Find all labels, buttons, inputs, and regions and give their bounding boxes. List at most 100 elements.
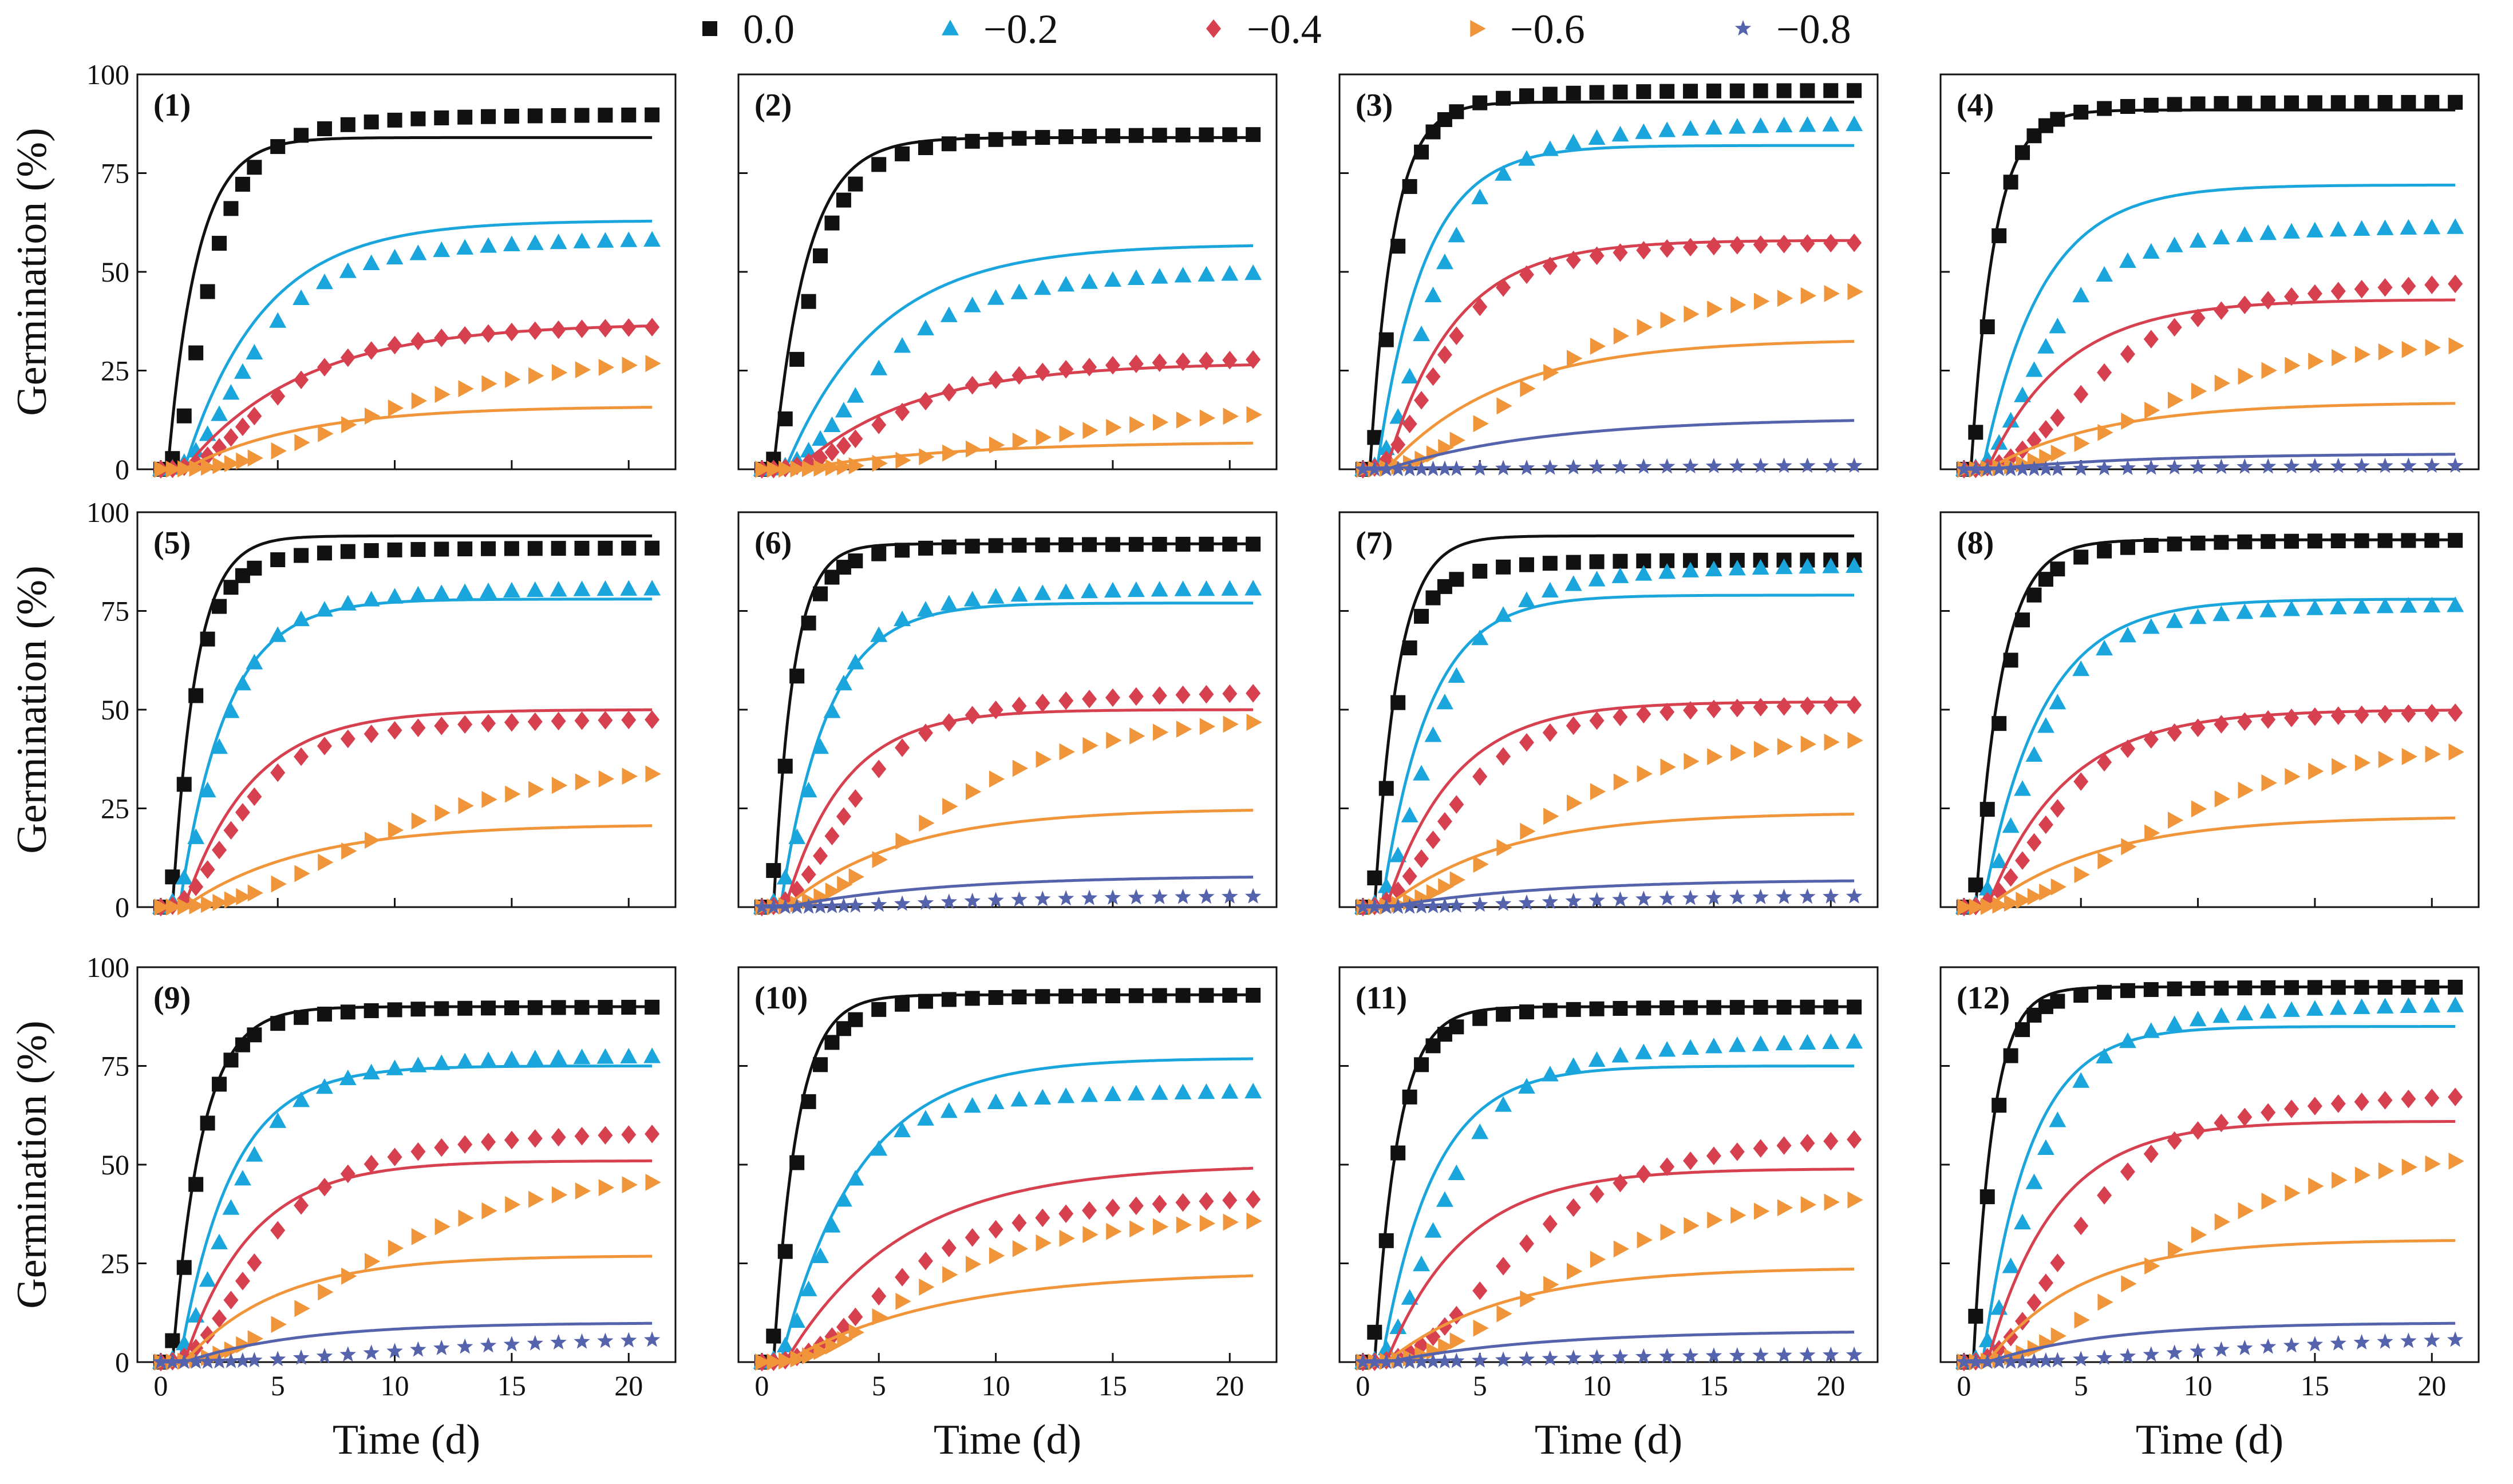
data-point xyxy=(2424,457,2440,473)
data-point xyxy=(621,999,637,1015)
data-point xyxy=(2448,533,2463,548)
data-point xyxy=(1613,1240,1630,1258)
data-point xyxy=(2330,457,2346,473)
data-point xyxy=(1473,415,1489,433)
data-point xyxy=(1152,723,1169,741)
data-point xyxy=(2120,1162,2135,1181)
data-point xyxy=(2237,980,2253,996)
data-point xyxy=(1104,271,1121,287)
data-point xyxy=(2002,817,2020,833)
data-point xyxy=(271,442,287,460)
data-point xyxy=(2353,597,2370,614)
data-point xyxy=(1426,884,1443,901)
fit-line xyxy=(761,601,1254,909)
data-point xyxy=(235,1272,250,1291)
data-point xyxy=(1564,1057,1582,1073)
data-point xyxy=(234,1170,251,1186)
data-point xyxy=(2236,603,2254,619)
data-point xyxy=(2401,980,2416,995)
panel: 0 25 50 75 100 (1) Germination (%) xyxy=(9,58,677,485)
data-point xyxy=(918,140,933,156)
data-point xyxy=(871,896,887,912)
data-point xyxy=(1519,733,1534,752)
data-point xyxy=(223,1291,239,1309)
fit-line xyxy=(160,324,653,471)
data-point xyxy=(236,888,252,905)
data-point xyxy=(871,1287,887,1306)
data-point xyxy=(1590,783,1606,801)
data-point xyxy=(528,1190,544,1208)
data-point xyxy=(318,1283,334,1301)
fit-line xyxy=(1362,100,1855,471)
data-point xyxy=(223,201,239,216)
data-point xyxy=(317,1006,332,1022)
data-point xyxy=(410,331,426,351)
data-point xyxy=(1036,1234,1052,1252)
data-point xyxy=(1706,236,1721,256)
data-point xyxy=(789,668,805,684)
data-point xyxy=(1775,117,1793,133)
data-point xyxy=(2097,1293,2113,1311)
data-point xyxy=(1520,822,1536,840)
data-point xyxy=(1564,133,1582,150)
data-point xyxy=(779,460,795,478)
data-point xyxy=(1776,235,1792,254)
data-point xyxy=(2285,357,2301,374)
data-point xyxy=(550,581,567,597)
data-point xyxy=(2354,1092,2369,1111)
data-point xyxy=(1799,557,1816,574)
data-point xyxy=(1799,1347,1816,1363)
data-point xyxy=(387,542,402,557)
data-point xyxy=(2073,772,2089,791)
data-point xyxy=(1011,130,1027,146)
data-point xyxy=(2167,391,2184,409)
data-point xyxy=(433,241,451,258)
data-point xyxy=(2214,1113,2229,1133)
data-point xyxy=(1414,849,1429,868)
data-point xyxy=(1520,1290,1536,1308)
data-point xyxy=(2190,96,2206,112)
data-point xyxy=(222,1199,240,1215)
data-point xyxy=(1847,1191,1863,1209)
data-point xyxy=(2307,533,2322,549)
data-point xyxy=(294,1300,310,1317)
data-point xyxy=(1199,1214,1215,1232)
data-point xyxy=(1753,1202,1770,1220)
data-point xyxy=(1082,358,1097,377)
data-point xyxy=(872,851,888,868)
data-point xyxy=(790,460,806,478)
data-point xyxy=(1753,741,1770,758)
data-point xyxy=(2378,1162,2395,1180)
data-point xyxy=(1752,1035,1769,1051)
data-point xyxy=(2447,596,2464,612)
data-point xyxy=(1776,697,1792,716)
data-point xyxy=(434,804,451,822)
data-point xyxy=(1246,684,1261,703)
data-point xyxy=(766,1328,781,1344)
data-point xyxy=(1378,899,1394,914)
data-point xyxy=(621,318,637,337)
fit-line xyxy=(1963,1239,2456,1364)
fit-line xyxy=(761,542,1254,909)
data-point xyxy=(247,406,262,426)
data-point xyxy=(598,319,613,338)
data-point xyxy=(2142,1022,2160,1038)
data-point xyxy=(481,324,496,343)
data-point xyxy=(2238,367,2254,385)
series--0.4 xyxy=(153,708,660,917)
data-point xyxy=(1199,988,1214,1003)
data-point xyxy=(1413,460,1430,476)
data-point xyxy=(2097,753,2112,772)
data-point xyxy=(1244,888,1262,904)
x-tick-label: 20 xyxy=(614,1370,643,1402)
data-point xyxy=(1152,1194,1167,1213)
data-point xyxy=(1104,1085,1121,1101)
data-point xyxy=(363,341,379,360)
data-point xyxy=(480,582,497,599)
legend-entry: −0.8 xyxy=(1734,6,1851,52)
data-point xyxy=(823,1217,841,1233)
data-point xyxy=(386,248,404,265)
data-point xyxy=(1244,264,1262,280)
data-point xyxy=(2120,540,2135,555)
data-point xyxy=(1991,461,2008,476)
